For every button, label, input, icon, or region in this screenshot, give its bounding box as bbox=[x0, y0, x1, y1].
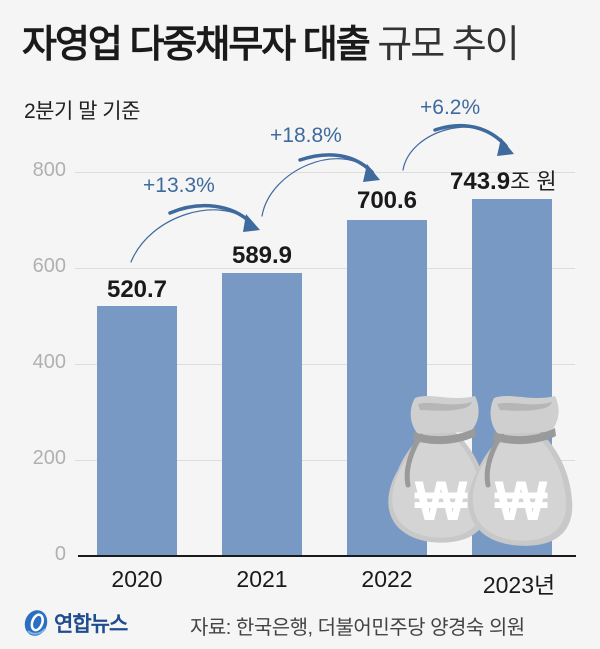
money-bag-won-icon bbox=[388, 396, 573, 546]
growth-label-2023: +6.2% bbox=[420, 96, 481, 119]
value-label-2020: 520.7 bbox=[106, 276, 168, 303]
x-tick-2020: 2020 bbox=[111, 566, 163, 592]
x-tick-2021: 2021 bbox=[236, 566, 288, 592]
arrowheads bbox=[243, 138, 514, 232]
y-tick-600: 600 bbox=[32, 255, 66, 277]
y-tick-800: 800 bbox=[32, 159, 66, 181]
source-note: 자료: 한국은행, 더불어민주당 양경숙 의원 bbox=[190, 617, 525, 639]
chart-title: 자영업 다중채무자 대출 규모 추이 bbox=[22, 24, 520, 66]
yonhap-logo: 연합뉴스 bbox=[22, 608, 128, 638]
title-bold: 자영업 다중채무자 대출 bbox=[22, 24, 371, 66]
y-tick-400: 400 bbox=[32, 351, 66, 373]
gridline-600 bbox=[75, 268, 575, 269]
y-tick-200: 200 bbox=[32, 447, 66, 469]
gridline-800 bbox=[75, 172, 575, 173]
value-2023: 743.9 bbox=[450, 168, 511, 195]
logo-text: 연합뉴스 bbox=[54, 613, 128, 636]
x-tick-2022: 2022 bbox=[361, 566, 413, 592]
bar-2021 bbox=[222, 273, 302, 556]
chart-subtitle: 2분기 말 기준 bbox=[24, 100, 140, 123]
title-light: 규모 추이 bbox=[377, 24, 519, 66]
gridline-400 bbox=[75, 364, 575, 365]
x-axis-baseline bbox=[78, 555, 576, 557]
y-tick-0: 0 bbox=[54, 543, 66, 565]
gridline-200 bbox=[75, 460, 575, 461]
growth-arrows bbox=[130, 123, 508, 263]
value-label-2021: 589.9 bbox=[231, 242, 293, 269]
growth-label-2022: +18.8% bbox=[270, 124, 342, 147]
unit-label: 조 원 bbox=[510, 169, 557, 194]
growth-label-2021: +13.3% bbox=[143, 174, 215, 197]
value-label-2022: 700.6 bbox=[356, 187, 418, 214]
won-symbol-right: ₩ bbox=[495, 469, 548, 532]
x-tick-2023: 2023년 bbox=[482, 572, 556, 598]
value-label-2023: 743.9조 원 bbox=[450, 164, 590, 196]
won-symbol-left: ₩ bbox=[415, 469, 468, 532]
yonhap-logo-icon bbox=[24, 610, 48, 636]
bar-2020 bbox=[97, 306, 177, 556]
